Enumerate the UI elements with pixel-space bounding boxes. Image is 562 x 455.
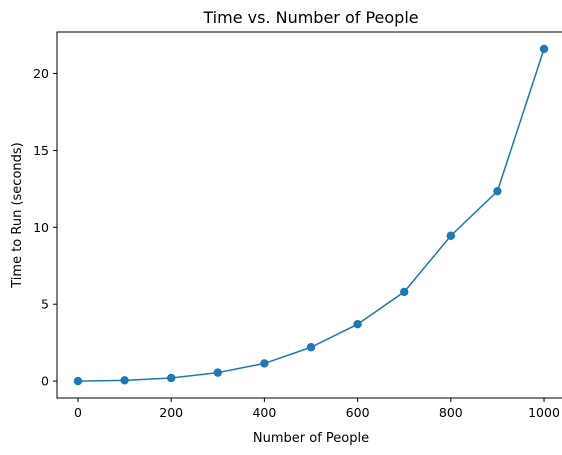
series-line bbox=[77, 48, 545, 382]
x-tick-label: 200 bbox=[159, 405, 183, 420]
data-point bbox=[166, 373, 176, 383]
x-tick-label: 400 bbox=[252, 405, 276, 420]
data-point bbox=[400, 287, 409, 297]
data-point bbox=[446, 231, 456, 240]
y-tick-label: 0 bbox=[41, 374, 49, 389]
x-tick-label: 0 bbox=[74, 405, 82, 420]
series-layer bbox=[73, 44, 549, 386]
x-tick-label: 800 bbox=[439, 405, 463, 420]
x-tick-label: 1000 bbox=[528, 405, 560, 420]
chart-title: Time vs. Number of People bbox=[202, 8, 418, 27]
data-point bbox=[539, 44, 549, 54]
y-tick-label: 10 bbox=[33, 220, 49, 235]
y-tick-label: 20 bbox=[33, 66, 49, 81]
x-tick-label: 600 bbox=[346, 405, 370, 420]
plot-area bbox=[56, 31, 562, 399]
data-point bbox=[120, 376, 129, 385]
y-tick-label: 15 bbox=[33, 143, 49, 158]
data-point bbox=[353, 319, 362, 329]
y-tick-label: 5 bbox=[41, 297, 49, 312]
data-point bbox=[493, 186, 502, 196]
x-axis: 0 200 400 600 800 1000 bbox=[74, 398, 560, 420]
data-point bbox=[213, 368, 222, 377]
data-point bbox=[306, 343, 316, 352]
y-axis: 0 5 10 15 20 bbox=[33, 66, 57, 389]
x-axis-label: Number of People bbox=[253, 431, 369, 446]
y-axis-label: Time to Run (seconds) bbox=[10, 142, 25, 288]
data-point bbox=[260, 359, 269, 368]
data-point bbox=[73, 376, 83, 386]
plot-frame bbox=[56, 31, 562, 399]
